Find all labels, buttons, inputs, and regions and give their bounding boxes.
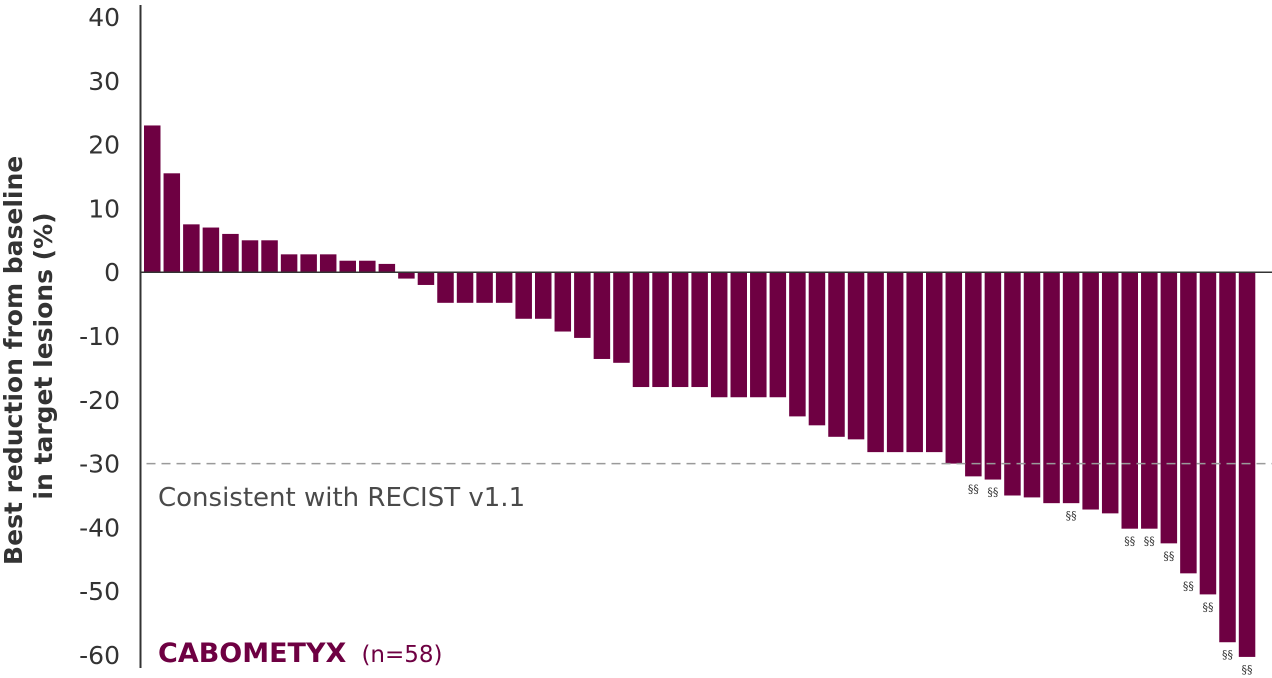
y-tick-label: -10 <box>79 322 120 351</box>
bar <box>456 272 474 303</box>
bar <box>1043 272 1060 504</box>
bar <box>417 272 435 285</box>
bar <box>1160 272 1178 544</box>
bar <box>730 272 747 398</box>
bar <box>984 272 1002 480</box>
bar <box>1082 272 1099 510</box>
bar <box>593 272 611 359</box>
bar <box>476 272 493 303</box>
bar <box>808 272 826 426</box>
y-axis-title-line-2: in target lesions (%) <box>29 212 58 499</box>
bar <box>710 272 728 398</box>
bar <box>183 224 200 273</box>
bar <box>554 272 572 332</box>
bar <box>398 272 415 279</box>
bar <box>515 272 532 319</box>
bar <box>867 272 884 453</box>
bar <box>769 272 787 398</box>
bar <box>437 272 454 303</box>
series-name: CABOMETYX <box>158 638 347 669</box>
bar <box>906 272 923 453</box>
threshold-label: Consistent with RECIST v1.1 <box>158 483 525 513</box>
markers-group: §§ §§ §§ §§ §§ §§ §§ §§ §§ §§ <box>968 482 1253 676</box>
bar <box>535 272 552 319</box>
bar <box>1141 272 1158 529</box>
bar <box>671 272 689 388</box>
y-tick-label: 0 <box>104 258 120 287</box>
bar <box>1004 272 1021 496</box>
bar-marker: §§ <box>1183 579 1194 592</box>
bar <box>613 272 630 363</box>
bar <box>300 254 317 273</box>
bar <box>280 254 298 273</box>
bar <box>378 263 396 273</box>
bar <box>886 272 904 453</box>
bar <box>222 233 239 273</box>
bar <box>847 272 865 440</box>
bar-marker: §§ <box>987 486 998 499</box>
bar <box>261 240 278 273</box>
y-tick-label: -20 <box>79 386 120 415</box>
bar <box>144 125 161 273</box>
y-tick-label: 10 <box>88 194 120 223</box>
bar <box>1121 272 1138 529</box>
y-tick-label: -30 <box>79 450 120 479</box>
y-tick-label: 30 <box>88 67 120 96</box>
bar <box>965 272 982 477</box>
y-tick-label: -50 <box>79 577 120 606</box>
bar-marker: §§ <box>1144 535 1155 548</box>
y-tick-label: 20 <box>88 131 120 160</box>
series-legend: CABOMETYX (n=58) <box>158 638 443 669</box>
series-count: (n=58) <box>361 642 442 668</box>
bar <box>1219 272 1236 643</box>
bar-marker: §§ <box>1202 600 1213 613</box>
bar <box>750 272 767 398</box>
bar <box>241 240 259 273</box>
bar <box>202 227 220 273</box>
bar <box>691 272 708 388</box>
bar <box>339 260 356 273</box>
bar <box>1023 272 1041 498</box>
bar <box>1238 272 1256 657</box>
y-tick-label: 40 <box>88 3 120 32</box>
bar <box>828 272 845 437</box>
bar <box>319 254 337 273</box>
bars-group <box>144 125 1256 657</box>
bar-marker: §§ <box>1222 648 1233 661</box>
bar <box>945 272 963 464</box>
bar <box>574 272 591 338</box>
bar <box>1199 272 1217 595</box>
bar <box>789 272 806 417</box>
y-tick-label: -60 <box>79 641 120 670</box>
bar-marker: §§ <box>1124 535 1135 548</box>
y-ticks-group: 40 30 20 10 0 -10 -20 -30 -40 -50 -60 <box>79 3 120 670</box>
bar-marker: §§ <box>968 482 979 495</box>
bar <box>1062 272 1080 504</box>
bar-marker: §§ <box>1163 549 1174 562</box>
bar <box>1101 272 1119 514</box>
bar <box>652 272 669 388</box>
bar-marker: §§ <box>1066 509 1077 522</box>
bar <box>163 173 181 273</box>
y-axis-title-line-1: Best reduction from baseline <box>0 156 28 565</box>
y-tick-label: -40 <box>79 513 120 542</box>
bar <box>926 272 943 453</box>
bar <box>632 272 650 388</box>
bar <box>359 260 376 273</box>
y-axis-title: Best reduction from baseline in target l… <box>0 147 58 565</box>
bar-marker: §§ <box>1242 663 1253 676</box>
bar <box>1180 272 1197 574</box>
bar <box>495 272 513 303</box>
